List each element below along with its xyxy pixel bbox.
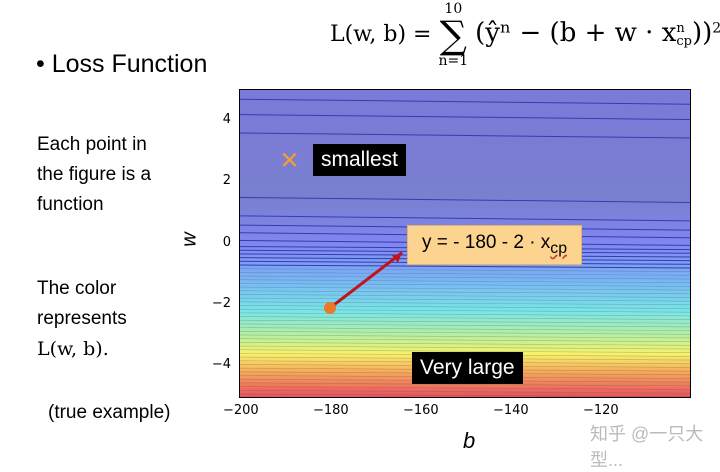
equation-box: y = - 180 - 2 · xcp — [407, 225, 583, 265]
start-point-marker — [324, 301, 336, 314]
description-line: function — [37, 194, 104, 215]
contour-line — [240, 272, 690, 276]
label-very-large: Very large — [412, 352, 523, 384]
y-tick-label: 4 — [222, 111, 231, 127]
bullet-loss-function: • Loss Function — [36, 50, 208, 78]
contour-line — [240, 393, 690, 397]
contour-line — [240, 215, 690, 222]
contour-plot: ✕ smallest Very large y = - 180 - 2 · xc… — [239, 89, 691, 398]
color-line: L(w, b). — [37, 338, 109, 360]
contour-line — [240, 323, 690, 328]
sum-bottom: n=1 — [438, 53, 469, 69]
contour-line — [240, 290, 690, 295]
contour-line — [240, 275, 690, 280]
contour-line — [240, 279, 690, 284]
contour-line — [240, 386, 690, 390]
contour-line — [240, 283, 690, 287]
description-line: the figure is a — [37, 164, 152, 185]
x-tick-label: −160 — [403, 403, 439, 418]
contour-line — [240, 345, 690, 350]
contour-line — [240, 132, 690, 139]
equation-sub: cp — [550, 239, 568, 257]
formula-sub: cp — [676, 34, 692, 49]
formula-close: )) — [691, 18, 713, 48]
x-axis-label: b — [463, 428, 476, 453]
contour-line — [240, 98, 690, 105]
contour-line — [240, 196, 690, 203]
description: Each point in the figure is a function — [37, 130, 151, 220]
contour-line — [240, 308, 690, 313]
contour-line — [240, 312, 690, 317]
contour-line — [240, 349, 690, 354]
contour-line — [240, 382, 690, 387]
contour-line — [240, 319, 690, 324]
color-line: The color — [37, 278, 117, 299]
x-tick-label: −120 — [583, 403, 619, 418]
sum-top: 10 — [444, 1, 463, 17]
y-tick-label: 0 — [222, 234, 231, 250]
x-tick-label: −200 — [223, 403, 259, 418]
color-line: represents — [37, 308, 127, 329]
bullet-text: Loss Function — [51, 50, 208, 78]
loss-formula: L(w, b) = 10 ∑ n=1 (ŷⁿ − (b + w · x n cp))… — [330, 1, 720, 69]
contour-line — [240, 334, 690, 339]
contour-line — [240, 305, 690, 309]
contour-line — [240, 389, 690, 394]
contour-line — [240, 331, 690, 335]
contour-line — [240, 286, 690, 291]
watermark: 知乎 @一只大型... — [590, 424, 704, 470]
color-explanation: The color represents L(w, b). — [37, 274, 127, 364]
smallest-x-marker: ✕ — [279, 147, 299, 175]
contour-line — [240, 294, 690, 298]
y-tick-label: 2 — [222, 173, 231, 189]
true-example-note: (true example) — [48, 402, 171, 423]
y-tick-label: −2 — [211, 295, 231, 311]
contour-line — [240, 338, 690, 342]
contour-line — [240, 297, 690, 302]
formula-lhs: L(w, b) = — [330, 22, 432, 47]
contour-line — [240, 114, 690, 121]
arrow-line — [329, 251, 403, 310]
x-tick-label: −140 — [493, 403, 529, 418]
formula-sup: n — [676, 21, 685, 36]
y-axis-label: w — [178, 232, 201, 247]
contour-line — [240, 268, 690, 272]
contour-line — [240, 264, 690, 269]
y-tick-label: −4 — [211, 357, 231, 373]
x-tick-label: −180 — [313, 403, 349, 418]
contour-line — [240, 301, 690, 306]
contour-line — [240, 327, 690, 331]
label-smallest: smallest — [313, 144, 407, 176]
contour-line — [240, 316, 690, 320]
contour-line — [240, 342, 690, 346]
arrow-head — [392, 252, 402, 263]
formula-body: (ŷⁿ − (b + w · x — [475, 18, 677, 48]
description-line: Each point in — [37, 134, 147, 155]
formula-power: 2 — [712, 20, 720, 37]
equation-text: y = - 180 - 2 · x — [422, 232, 551, 253]
